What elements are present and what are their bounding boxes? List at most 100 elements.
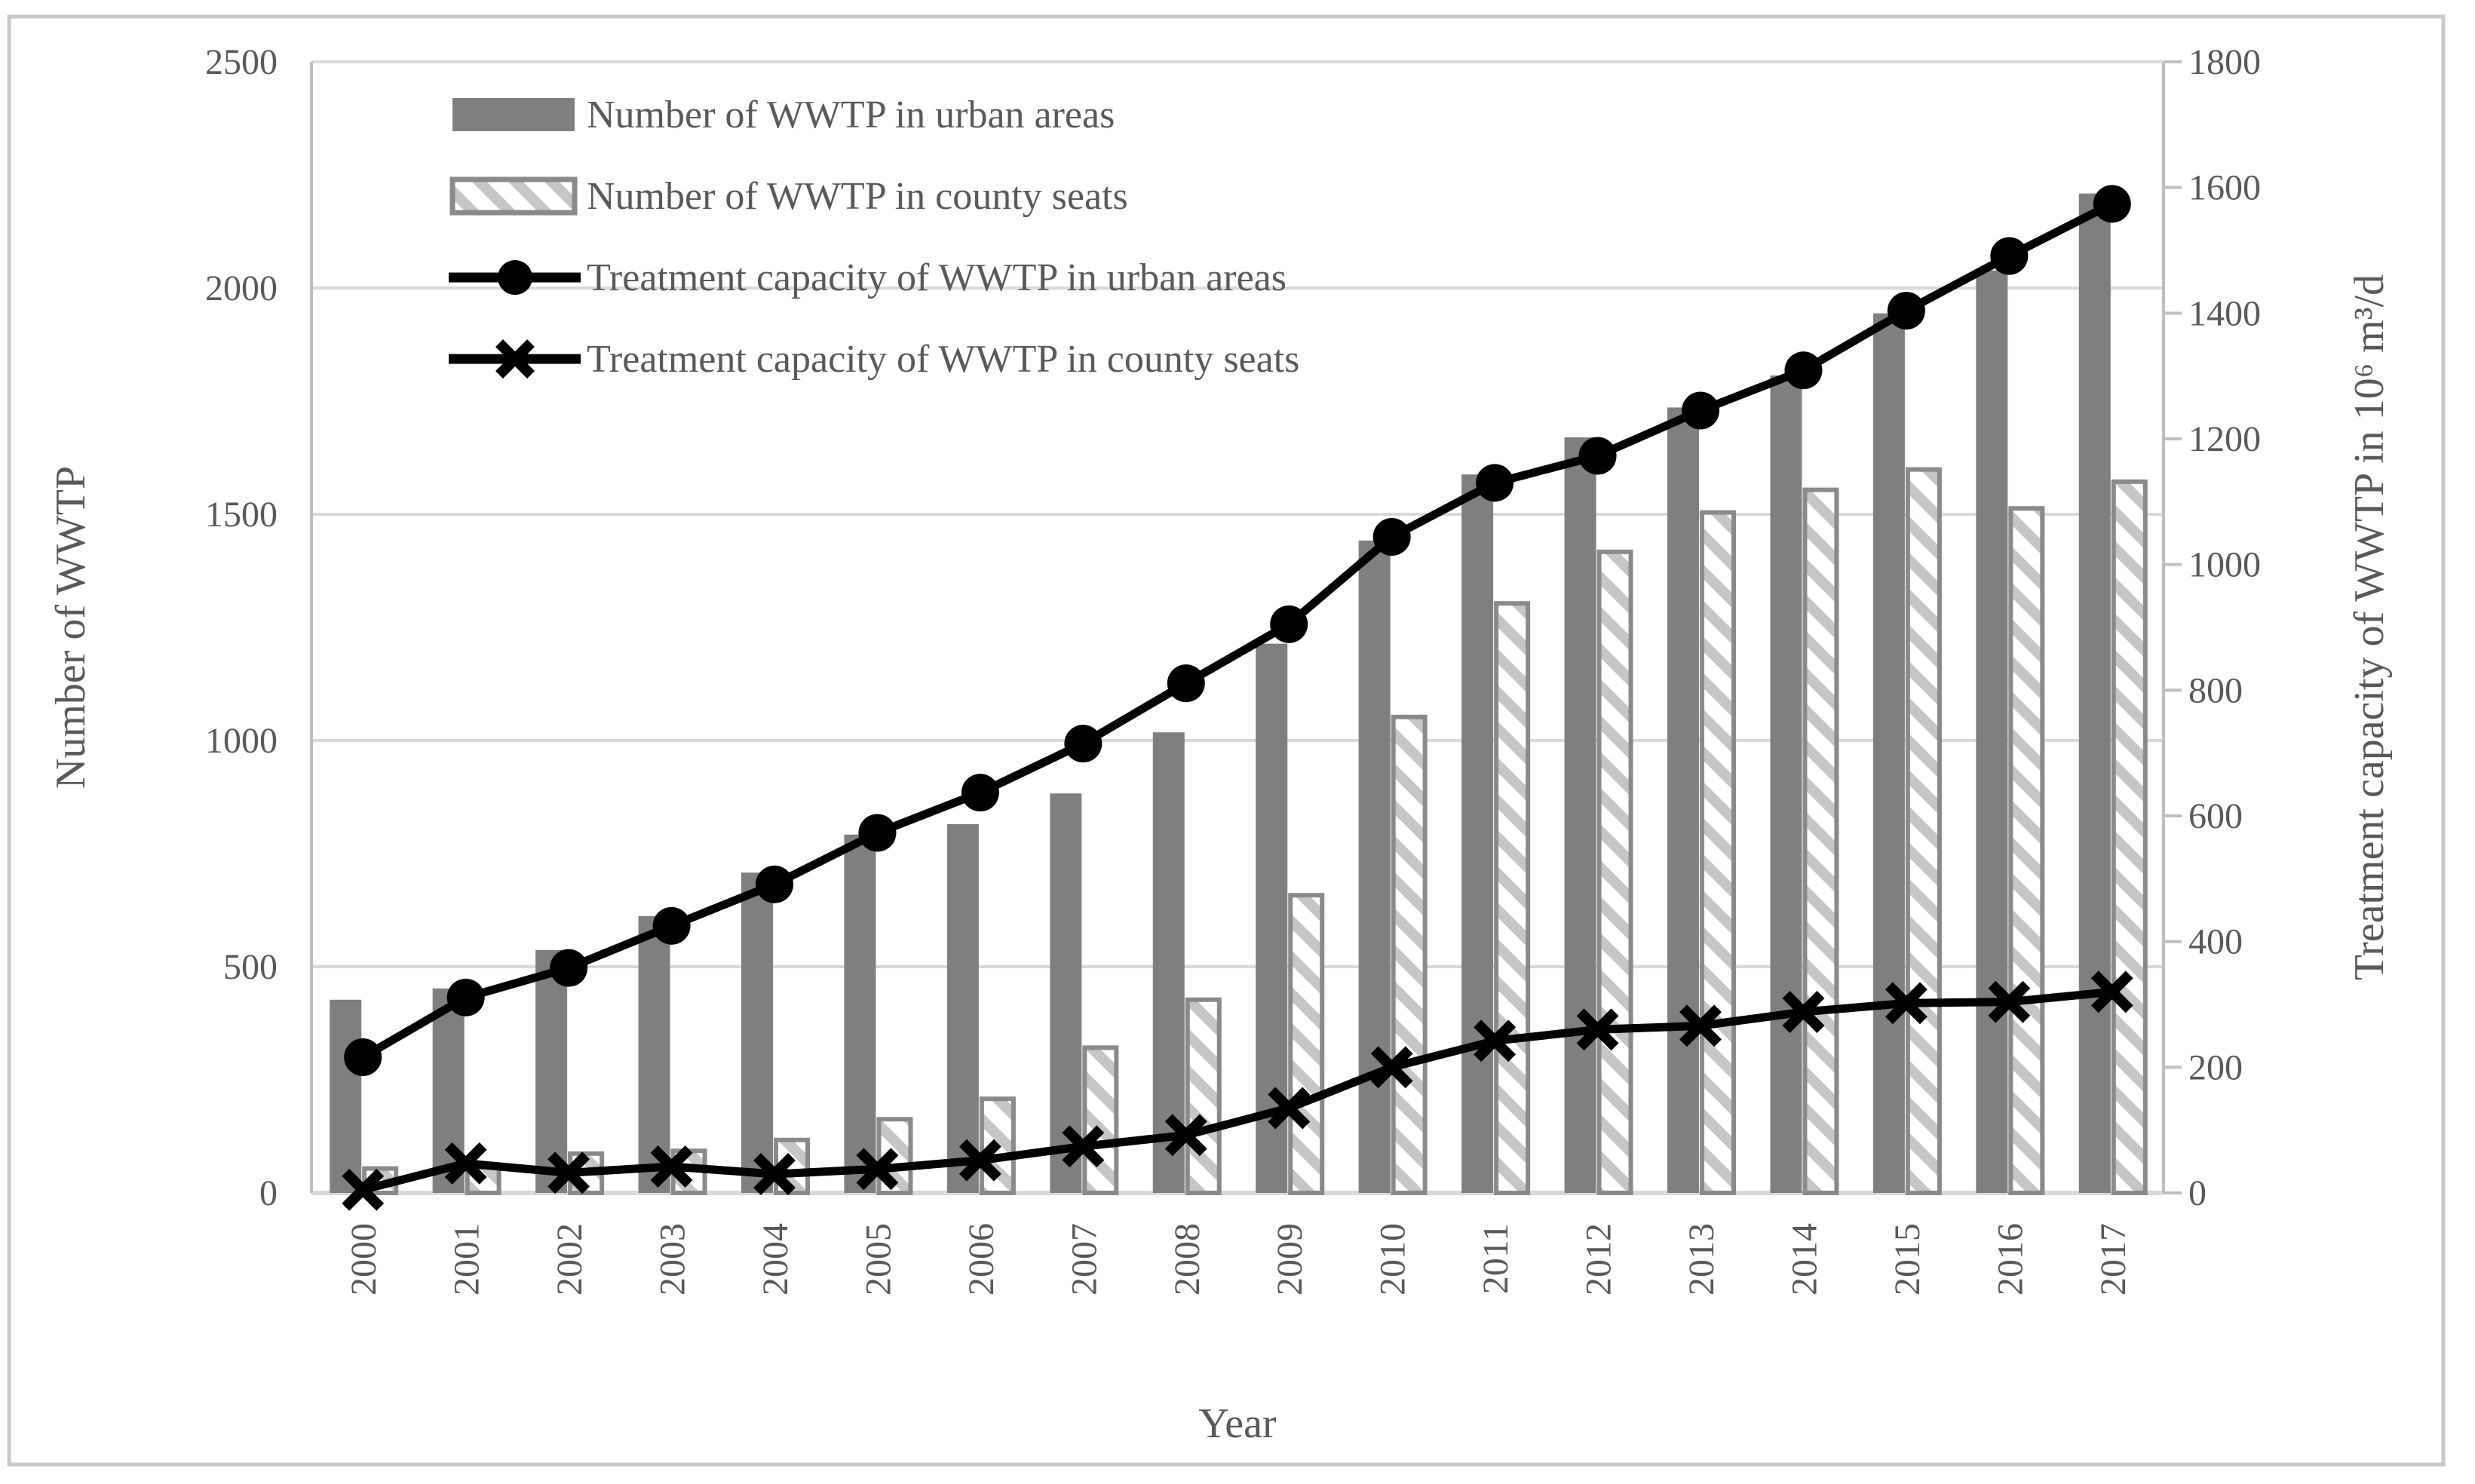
year-label-2016: 2016 [1990, 1223, 2030, 1295]
bar-county-2010 [1391, 714, 1428, 1195]
marker-county-capacity-2000 [342, 1168, 385, 1211]
marker-urban-capacity-2011 [1476, 464, 1514, 502]
bar-urban-2011 [1461, 474, 1494, 1193]
bar-urban-2010 [1358, 540, 1391, 1193]
bar-urban-2005 [844, 834, 876, 1193]
right-tick-label-200: 200 [2188, 1047, 2243, 1087]
line-urban-capacity-group [344, 185, 2131, 1076]
bar-county-2014 [1802, 487, 1839, 1195]
year-label-2000: 2000 [344, 1223, 384, 1295]
right-tick-label-1400: 1400 [2188, 293, 2261, 333]
marker-county-capacity-2005 [856, 1148, 899, 1191]
bar-county-2013 [1700, 510, 1736, 1195]
right-tick-label-1600: 1600 [2188, 168, 2261, 208]
bar-urban-2015 [1872, 313, 1905, 1194]
bar-urban-2012 [1564, 437, 1596, 1193]
legend-item-0: Number of WWTP in urban areas [452, 94, 1115, 136]
bar-urban-2008 [1152, 732, 1185, 1193]
legend-label-1: Number of WWTP in county seats [587, 175, 1128, 218]
marker-urban-capacity-2002 [550, 949, 588, 987]
bar-county-2015 [1905, 467, 1942, 1195]
marker-county-capacity-2011 [1474, 1019, 1517, 1062]
left-tick-label-500: 500 [223, 947, 278, 987]
bar-urban-2004 [741, 872, 773, 1193]
marker-urban-capacity-2001 [446, 978, 485, 1016]
bar-county-2017 [2111, 479, 2148, 1195]
year-label-2007: 2007 [1064, 1223, 1104, 1295]
bar-urban-2014 [1770, 375, 1802, 1193]
marker-urban-capacity-2005 [858, 814, 897, 852]
marker-county-capacity-2003 [650, 1145, 693, 1188]
left-tick-label-2000: 2000 [205, 268, 278, 308]
line-county-capacity-group [342, 970, 2133, 1211]
bar-county-2007 [1082, 1045, 1119, 1196]
bar-urban-2006 [946, 824, 979, 1193]
gridlines-group [311, 60, 2164, 1195]
marker-county-capacity-2002 [547, 1151, 590, 1194]
bars-county-group [362, 467, 2148, 1196]
right-tick-label-600: 600 [2188, 796, 2243, 836]
marker-urban-capacity-2017 [2093, 185, 2131, 223]
year-label-2005: 2005 [858, 1223, 898, 1295]
marker-urban-capacity-2012 [1578, 437, 1617, 475]
legend-label-2: Treatment capacity of WWTP in urban area… [587, 256, 1287, 299]
year-label-2017: 2017 [2093, 1223, 2133, 1295]
marker-county-capacity-2014 [1782, 991, 1825, 1033]
legend-label-3: Treatment capacity of WWTP in county sea… [587, 338, 1299, 381]
bar-urban-2002 [535, 949, 568, 1193]
year-label-2010: 2010 [1373, 1223, 1413, 1295]
bar-county-2011 [1494, 601, 1531, 1195]
left-tick-label-1000: 1000 [205, 721, 278, 761]
bar-county-2009 [1288, 893, 1325, 1195]
marker-county-capacity-2007 [1062, 1125, 1105, 1168]
marker-county-capacity-2016 [1988, 980, 2031, 1023]
year-label-2015: 2015 [1888, 1223, 1928, 1295]
marker-urban-capacity-2016 [1990, 237, 2029, 275]
figure-border [7, 14, 2446, 1467]
year-label-2003: 2003 [653, 1223, 693, 1295]
marker-urban-capacity-2013 [1682, 391, 1719, 430]
axes-group [310, 60, 2182, 1194]
marker-urban-capacity-2009 [1270, 605, 1308, 643]
legend-x-marker-icon [495, 339, 535, 379]
x-axis-title: Year [1198, 1400, 1277, 1447]
right-tick-label-1200: 1200 [2188, 419, 2261, 459]
marker-county-capacity-2017 [2090, 970, 2133, 1013]
marker-county-capacity-2004 [753, 1153, 796, 1195]
legend-item-3: Treatment capacity of WWTP in county sea… [449, 338, 1299, 381]
bar-county-2016 [2008, 506, 2045, 1195]
marker-urban-capacity-2007 [1064, 725, 1103, 763]
left-axis-title: Number of WWTP [48, 466, 94, 789]
marker-urban-capacity-2010 [1372, 518, 1411, 556]
right-tick-label-1800: 1800 [2188, 42, 2261, 82]
bar-urban-2000 [330, 999, 362, 1193]
right-tick-label-800: 800 [2188, 670, 2243, 710]
marker-urban-capacity-2000 [344, 1038, 382, 1076]
year-label-2006: 2006 [961, 1223, 1001, 1295]
year-label-2014: 2014 [1784, 1223, 1824, 1295]
bar-urban-2007 [1050, 793, 1082, 1193]
year-label-2011: 2011 [1476, 1223, 1516, 1294]
marker-county-capacity-2009 [1268, 1087, 1311, 1130]
year-label-2004: 2004 [756, 1223, 796, 1295]
year-label-2002: 2002 [550, 1223, 590, 1295]
bars-urban-group [330, 193, 2111, 1194]
marker-county-capacity-2010 [1370, 1046, 1413, 1089]
marker-urban-capacity-2008 [1167, 664, 1205, 703]
marker-county-capacity-2015 [1885, 982, 1928, 1025]
left-tick-label-0: 0 [259, 1173, 278, 1213]
marker-urban-capacity-2004 [756, 865, 793, 903]
marker-county-capacity-2006 [958, 1139, 1001, 1182]
legend-swatch-urban-bars [452, 98, 575, 131]
line-county-capacity [361, 987, 2113, 1194]
legend-item-1: Number of WWTP in county seats [449, 175, 1128, 218]
legend-item-2: Treatment capacity of WWTP in urban area… [449, 256, 1287, 299]
right-tick-label-400: 400 [2188, 922, 2243, 962]
marker-urban-capacity-2014 [1784, 351, 1823, 390]
right-tick-label-1000: 1000 [2188, 545, 2261, 585]
marker-county-capacity-2012 [1576, 1008, 1619, 1051]
year-label-2008: 2008 [1167, 1223, 1207, 1295]
bar-urban-2016 [1976, 270, 2008, 1194]
